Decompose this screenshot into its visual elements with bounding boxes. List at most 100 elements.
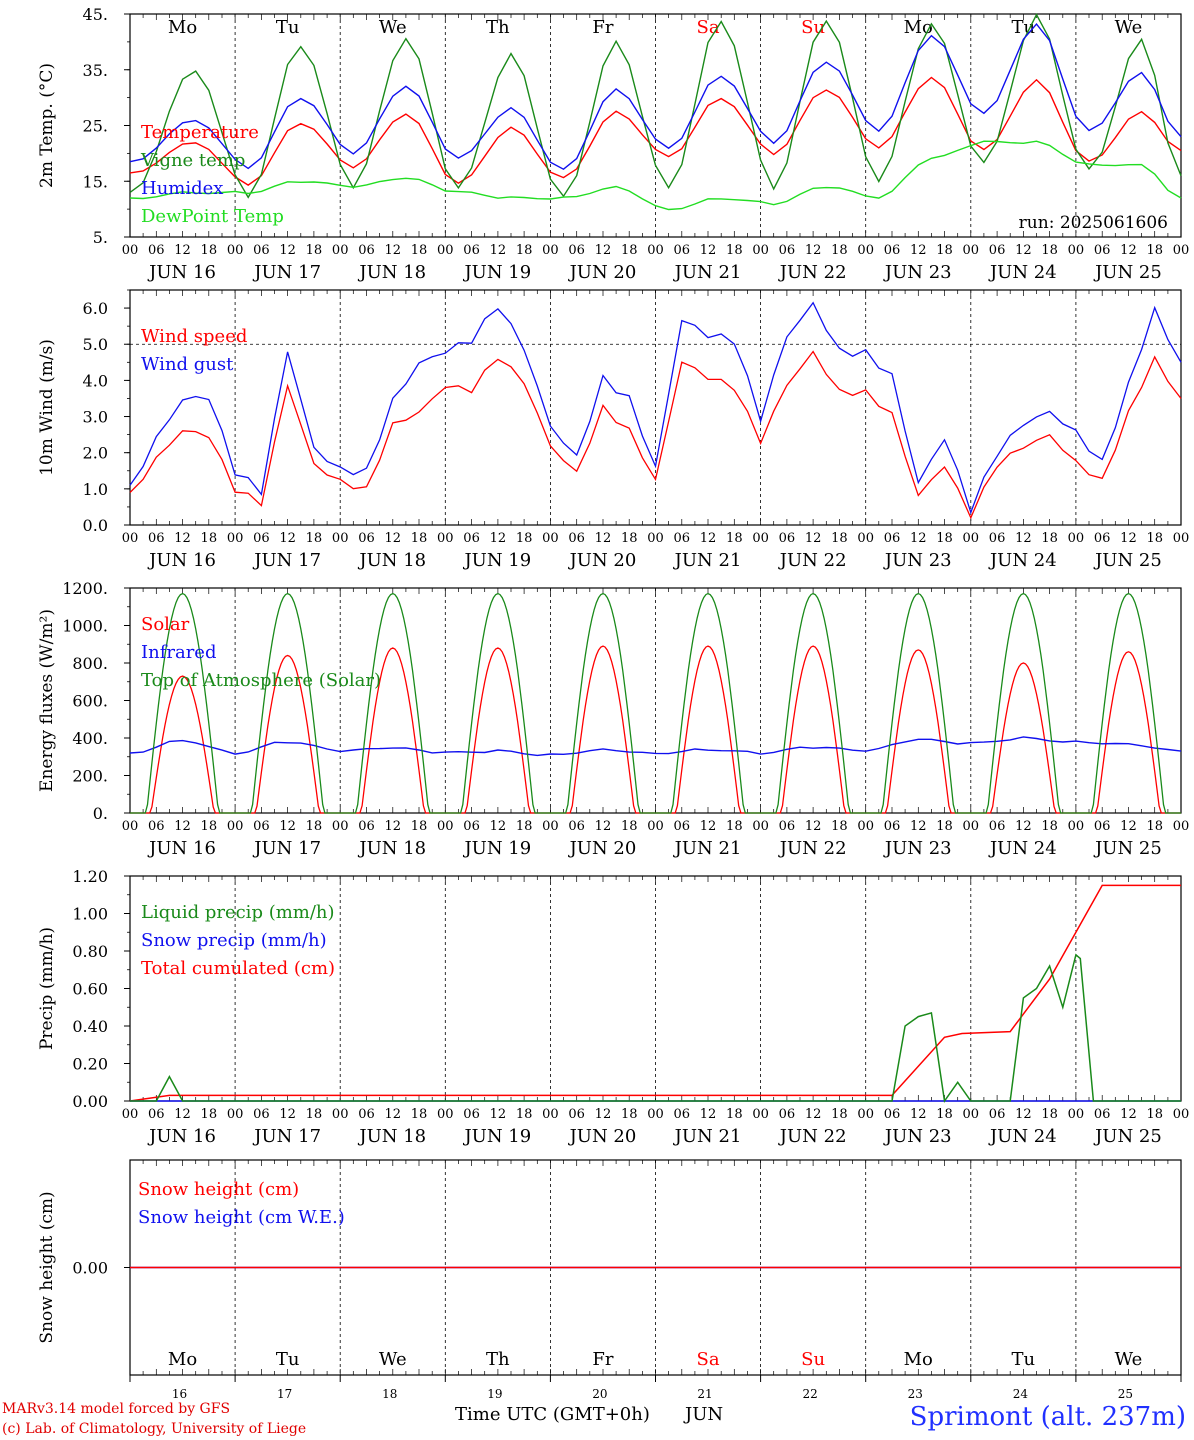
hour-tick-label: 18	[516, 1107, 533, 1122]
date-label: JUN 16	[147, 838, 216, 859]
vigne-temp-line	[129, 13, 1182, 199]
date-label: JUN 24	[988, 262, 1057, 283]
model-credit: MARv3.14 model forced by GFS	[2, 1401, 231, 1417]
hour-tick-label: 06	[463, 531, 480, 546]
hour-tick-label: 00	[1068, 243, 1085, 258]
hour-tick-label: 00	[857, 819, 874, 834]
date-label: JUN 20	[568, 1126, 637, 1147]
hour-tick-label: 06	[674, 531, 691, 546]
hour-tick-label: 00	[857, 243, 874, 258]
hour-tick-label: 18	[621, 819, 638, 834]
hour-tick-label: 12	[490, 531, 507, 546]
y-axis-label: 2m Temp. (°C)	[37, 63, 57, 188]
legend-infrared: Infrared	[141, 642, 216, 663]
weekday-label-bottom: Fr	[592, 1349, 613, 1370]
hour-tick-label: 06	[674, 243, 691, 258]
hour-tick-label: 18	[1041, 243, 1058, 258]
hour-tick-label: 12	[805, 243, 822, 258]
hour-tick-label: 12	[174, 1107, 191, 1122]
y-tick-label: 200.	[72, 767, 108, 786]
hour-tick-label: 12	[174, 531, 191, 546]
hour-tick-label: 00	[542, 1107, 559, 1122]
hour-tick-label: 18	[726, 243, 743, 258]
date-label: JUN 17	[252, 550, 321, 571]
y-tick-label: 0.	[93, 804, 108, 823]
legend-vigne-temp: Vigne temp	[140, 150, 245, 171]
date-label: JUN 17	[252, 1126, 321, 1147]
hour-tick-label: 18	[621, 1107, 638, 1122]
hour-tick-label: 00	[332, 1107, 349, 1122]
y-tick-label: 1.0	[83, 480, 108, 499]
hour-tick-label: 00	[122, 243, 139, 258]
hour-tick-label: 12	[595, 243, 612, 258]
hour-tick-label: 18	[1146, 1107, 1163, 1122]
date-label: JUN 20	[568, 550, 637, 571]
weekday-label-bottom: Th	[486, 1349, 510, 1370]
y-tick-label: 45.	[83, 5, 108, 24]
hour-tick-label: 18	[936, 531, 953, 546]
hour-tick-label: 18	[831, 531, 848, 546]
date-label: JUN 23	[883, 1126, 952, 1147]
hour-tick-label: 12	[700, 531, 717, 546]
hour-tick-label: 12	[910, 1107, 927, 1122]
hour-tick-label: 06	[463, 243, 480, 258]
hour-tick-label: 06	[568, 1107, 585, 1122]
hour-tick-label: 06	[568, 243, 585, 258]
hour-tick-label: 00	[963, 1107, 980, 1122]
legend-humidex: Humidex	[141, 178, 223, 199]
hour-tick-label: 06	[1094, 531, 1111, 546]
y-tick-label: 5.0	[83, 335, 108, 354]
legend-dewpoint-temp: DewPoint Temp	[141, 206, 284, 227]
hour-tick-label: 18	[831, 1107, 848, 1122]
weekday-label-bottom: Tu	[1012, 1349, 1036, 1370]
y-tick-label: 0.00	[72, 1092, 108, 1111]
hour-tick-label: 00	[647, 243, 664, 258]
hour-tick-label: 12	[279, 1107, 296, 1122]
hour-tick-label: 18	[726, 531, 743, 546]
hour-tick-label: 18	[516, 531, 533, 546]
hour-tick-label: 12	[700, 1107, 717, 1122]
y-tick-label: 2.0	[83, 444, 108, 463]
hour-tick-label: 06	[674, 819, 691, 834]
hour-ticks	[129, 588, 1182, 813]
hour-tick-label: 06	[989, 531, 1006, 546]
hour-tick-label: 00	[647, 819, 664, 834]
hour-tick-label: 12	[174, 819, 191, 834]
date-label: JUN 20	[568, 838, 637, 859]
hour-tick-label: 00	[227, 819, 244, 834]
legend-snow-height-cm: Snow height (cm)	[138, 1179, 299, 1200]
day-number-label: 19	[487, 1387, 502, 1401]
hour-tick-label: 06	[568, 819, 585, 834]
hour-tick-label: 06	[148, 531, 165, 546]
hour-tick-label: 12	[595, 531, 612, 546]
day-number-label: 18	[382, 1387, 397, 1401]
hour-tick-label: 18	[1041, 1107, 1058, 1122]
day-number-label: 23	[908, 1387, 923, 1401]
hour-tick-label: 18	[1041, 819, 1058, 834]
hour-tick-label: 00	[1068, 819, 1085, 834]
weekday-label-top: Tu	[1012, 17, 1036, 38]
date-label: JUN 21	[673, 838, 742, 859]
hour-ticks	[129, 14, 1182, 237]
hour-tick-label: 06	[989, 1107, 1006, 1122]
date-label: JUN 25	[1093, 262, 1162, 283]
hour-tick-label: 12	[490, 243, 507, 258]
hour-tick-label: 12	[279, 819, 296, 834]
hour-tick-label: 12	[805, 1107, 822, 1122]
hour-tick-label: 12	[700, 819, 717, 834]
hour-tick-label: 12	[490, 819, 507, 834]
y-tick-label: 4.0	[83, 371, 108, 390]
date-label: JUN 21	[673, 262, 742, 283]
hour-tick-label: 12	[700, 243, 717, 258]
date-label: JUN 22	[778, 550, 847, 571]
hour-tick-label: 06	[358, 243, 375, 258]
hour-tick-label: 06	[779, 243, 796, 258]
hour-tick-label: 18	[831, 819, 848, 834]
y-tick-label: 3.0	[83, 408, 108, 427]
hour-tick-label: 06	[779, 531, 796, 546]
hour-tick-label: 06	[253, 243, 270, 258]
hour-tick-label: 00	[542, 243, 559, 258]
weekday-label-top: Th	[486, 17, 510, 38]
y-tick-label: 1200.	[62, 579, 108, 598]
hour-tick-label: 12	[1015, 819, 1032, 834]
